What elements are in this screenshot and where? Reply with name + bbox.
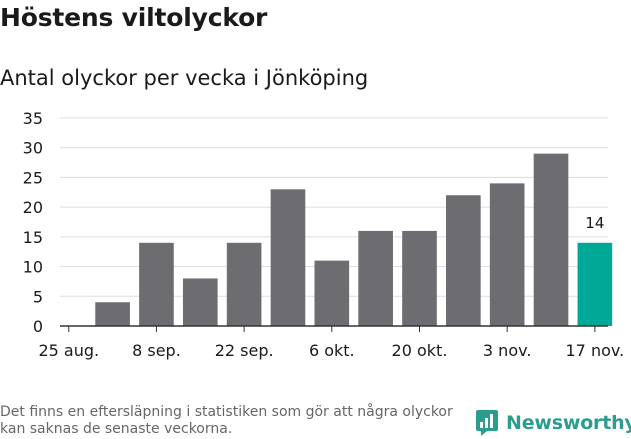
bar xyxy=(95,302,130,326)
y-tick-label: 25 xyxy=(23,168,43,187)
bar xyxy=(533,153,569,326)
data-labels: 14 xyxy=(585,214,604,232)
x-tick-label: 25 aug. xyxy=(38,341,99,360)
bar xyxy=(314,260,350,326)
x-tick-label: 6 okt. xyxy=(309,341,355,360)
x-tick-label: 3 nov. xyxy=(483,341,532,360)
y-tick-label: 15 xyxy=(23,228,43,247)
data-label: 14 xyxy=(585,214,604,232)
bar xyxy=(226,242,262,326)
bar xyxy=(182,278,218,326)
brand-name: Newsworthy xyxy=(506,412,631,434)
bar xyxy=(139,242,174,326)
y-tick-label: 20 xyxy=(23,198,43,217)
footnote: Det finns en eftersläpning i statistiken… xyxy=(0,404,453,437)
x-tick-label: 20 okt. xyxy=(392,341,448,360)
x-axis-ticks: 25 aug. 8 sep. 22 sep. 6 okt. 20 okt. 3 nov. 1… xyxy=(38,326,624,360)
bar xyxy=(358,230,393,326)
y-tick-label: 10 xyxy=(23,258,43,277)
y-tick-label: 5 xyxy=(33,287,43,306)
bars xyxy=(95,153,613,326)
bar-chart: 0 5 10 15 20 25 30 35 14 25 aug. 8 sep. 22 sep. 6 … xyxy=(23,109,625,360)
chart-subtitle: Antal olyckor per vecka i Jönköping xyxy=(0,66,369,90)
newsworthy-logo-icon xyxy=(476,410,498,436)
chart-title: Höstens viltolyckor xyxy=(0,3,268,32)
bar-highlighted xyxy=(577,242,613,326)
y-tick-label: 35 xyxy=(23,109,43,128)
x-tick-label: 17 nov. xyxy=(566,341,625,360)
y-axis-ticks: 0 5 10 15 20 25 30 35 xyxy=(23,109,43,336)
bar xyxy=(270,189,306,326)
y-tick-label: 30 xyxy=(23,139,43,158)
bar xyxy=(489,183,525,326)
bar xyxy=(402,230,437,326)
y-tick-label: 0 xyxy=(33,317,43,336)
bar xyxy=(446,195,481,326)
x-tick-label: 8 sep. xyxy=(132,341,181,360)
x-tick-label: 22 sep. xyxy=(215,341,274,360)
brand-logo[interactable]: Newsworthy xyxy=(475,407,631,439)
